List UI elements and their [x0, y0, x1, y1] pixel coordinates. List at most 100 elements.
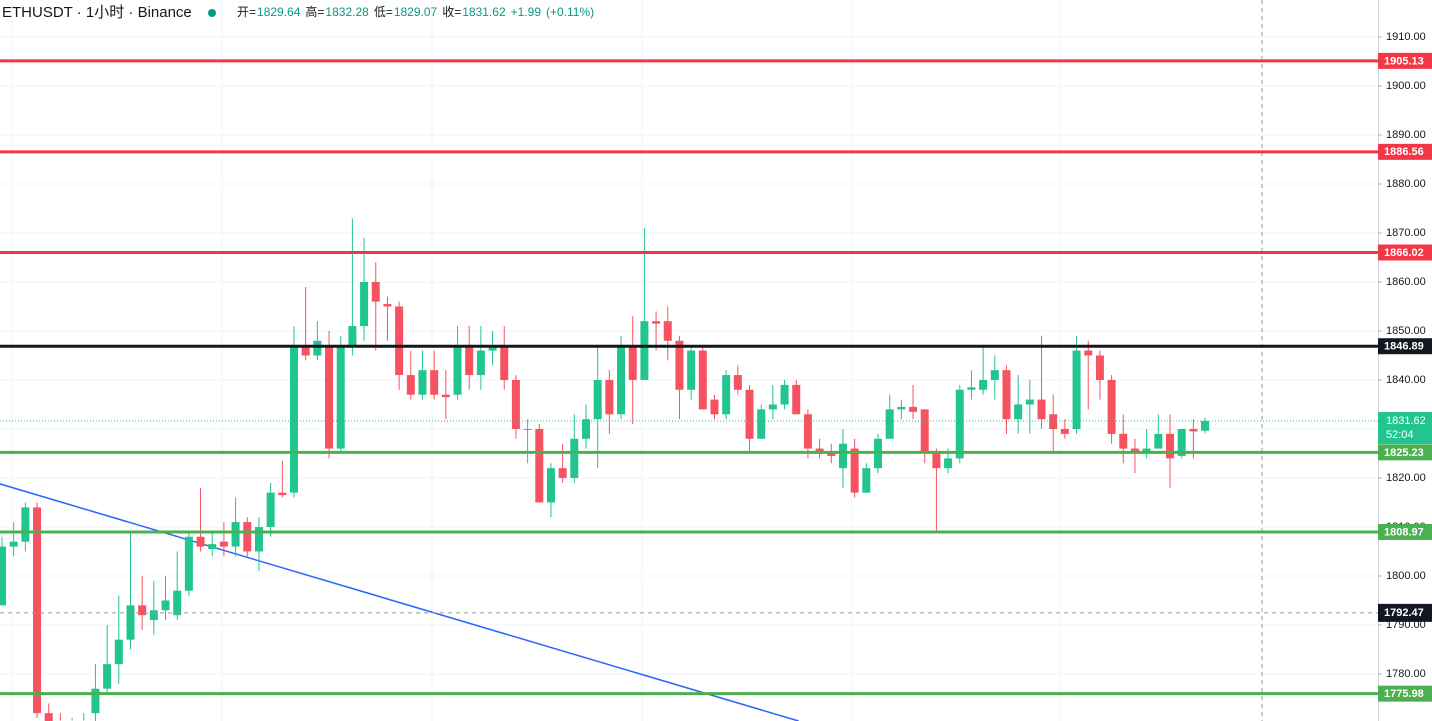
candle-body	[558, 468, 567, 478]
candle-body	[219, 541, 228, 547]
candle-body	[91, 688, 100, 714]
change: +1.99	[511, 5, 542, 19]
candle-body	[1107, 379, 1116, 434]
crosshair-price-box	[1378, 603, 1432, 622]
level-label: 1846.89	[1384, 341, 1424, 353]
level-label: 1905.13	[1384, 55, 1424, 67]
candle-body	[897, 406, 906, 410]
candle-body	[967, 387, 976, 390]
candle-body	[488, 345, 497, 351]
last-price-box	[1378, 412, 1432, 445]
change-pct: (+0.11%)	[546, 5, 594, 19]
plot-area	[0, 0, 1378, 721]
candle-body	[196, 536, 205, 547]
candle-body	[149, 610, 158, 621]
candle-body	[266, 492, 275, 527]
candle-body	[850, 448, 859, 493]
y-tick-label: 1820.00	[1386, 472, 1426, 484]
candle-body	[838, 443, 847, 469]
candle-body	[465, 345, 474, 376]
candle-body	[511, 379, 520, 429]
candle-body	[184, 536, 193, 591]
level-label: 1866.02	[1384, 247, 1424, 259]
candle-body	[138, 605, 147, 616]
candle-body	[476, 350, 485, 376]
legend-header: ETHUSDT · 1小时 · Binance 开= 1829.64 高= 1832.2…	[2, 4, 594, 21]
level-label-box	[1378, 52, 1432, 69]
level-label-box	[1378, 444, 1432, 461]
ohlc-label: 低=	[374, 5, 393, 19]
candle-body	[44, 713, 53, 721]
y-tick-label: 1880.00	[1386, 178, 1426, 190]
y-tick-label: 1790.00	[1386, 619, 1426, 631]
candle-body	[1002, 370, 1011, 420]
candle-body	[1166, 433, 1174, 459]
candle-body	[582, 419, 590, 439]
candle-body	[675, 340, 684, 390]
candle-body	[698, 350, 707, 410]
ohlc-value: 1832.28	[325, 5, 369, 19]
candle-body	[1049, 414, 1058, 429]
ohlc-value: 1831.62	[462, 5, 506, 19]
candle-body	[909, 406, 918, 412]
chart-title: ETHUSDT · 1小时 · Binance	[2, 4, 192, 21]
candle-body	[1084, 350, 1093, 356]
candle-body	[126, 605, 135, 640]
ohlc-value: 1829.07	[394, 5, 438, 19]
level-label-box	[1378, 244, 1432, 261]
trend-line	[0, 483, 799, 721]
y-tick-label: 1850.00	[1386, 325, 1426, 337]
candle-body	[640, 321, 649, 380]
candle-body	[406, 375, 415, 395]
candle-body	[1060, 428, 1069, 434]
ohlc-label: 高=	[305, 4, 324, 19]
candle-body	[663, 321, 672, 341]
candle-body	[1154, 433, 1163, 449]
candle-body	[535, 428, 544, 503]
candle-body	[114, 639, 123, 665]
candle-body	[336, 345, 345, 449]
candle-body	[453, 345, 462, 395]
candle-body	[1037, 399, 1046, 420]
candle-body	[208, 544, 217, 550]
candle-body	[21, 507, 30, 542]
candle-body	[301, 345, 310, 356]
candle-body	[605, 379, 614, 415]
crosshair-price-label: 1792.47	[1384, 607, 1424, 619]
candle-body	[1189, 428, 1198, 432]
candle-body	[628, 345, 637, 380]
candle-body	[722, 375, 731, 415]
candle-body	[803, 414, 812, 449]
candle-body	[1025, 399, 1034, 405]
candle-body	[278, 492, 287, 496]
candle-body	[617, 345, 626, 415]
candle-body	[500, 345, 509, 380]
y-tick-label: 1910.00	[1386, 31, 1426, 43]
candle-body	[0, 546, 6, 606]
candle-body	[254, 526, 263, 552]
candle-body	[325, 345, 334, 449]
candle-body	[313, 340, 322, 356]
candle-body	[348, 326, 357, 346]
candle-body	[710, 399, 719, 415]
level-label: 1775.98	[1384, 688, 1424, 700]
candle-body	[1095, 355, 1104, 380]
level-label: 1808.97	[1384, 526, 1424, 538]
level-label-box	[1378, 685, 1432, 702]
candle-body	[745, 389, 754, 439]
y-tick-label: 1860.00	[1386, 276, 1426, 288]
last-price-label: 1831.62	[1386, 415, 1426, 427]
candle-body	[161, 600, 170, 611]
candle-body	[780, 384, 789, 405]
candle-body	[944, 458, 953, 469]
status-dot	[208, 9, 216, 17]
candle-body	[103, 664, 112, 689]
y-tick-label: 1890.00	[1386, 129, 1426, 141]
ohlc-label: 收=	[442, 5, 461, 19]
candle-body	[920, 409, 929, 454]
candle-body	[570, 438, 579, 478]
level-label: 1886.56	[1384, 146, 1424, 158]
level-label: 1825.23	[1384, 447, 1424, 459]
